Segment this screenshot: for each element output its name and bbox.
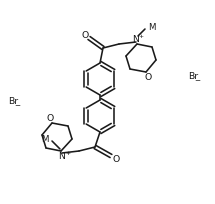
- Text: +: +: [66, 151, 71, 156]
- Text: Br: Br: [188, 72, 198, 81]
- Text: N: N: [58, 152, 65, 161]
- Text: Br: Br: [8, 97, 18, 106]
- Text: −: −: [194, 78, 200, 84]
- Text: O: O: [81, 31, 89, 40]
- Text: O: O: [144, 73, 152, 82]
- Text: M: M: [148, 23, 155, 32]
- Text: M: M: [41, 134, 49, 143]
- Text: N: N: [133, 35, 140, 44]
- Text: O: O: [46, 114, 54, 123]
- Text: +: +: [138, 33, 143, 38]
- Text: −: −: [14, 102, 20, 109]
- Text: O: O: [112, 155, 120, 164]
